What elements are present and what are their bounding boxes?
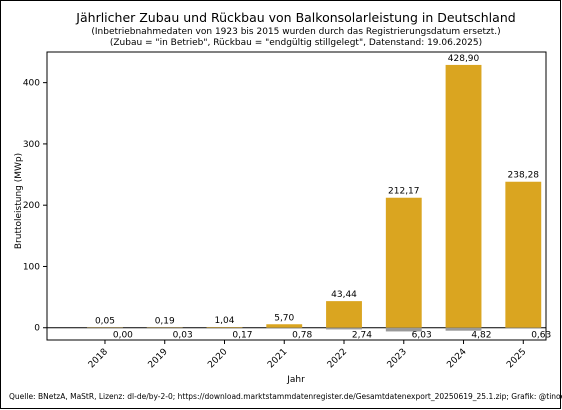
x-axis-label: Jahr [286, 375, 305, 385]
x-tick-label-2021: 2021 [266, 347, 289, 370]
x-tick-label-2023: 2023 [386, 347, 409, 370]
bar-label-rueckbau-2023: 6,03 [412, 331, 432, 341]
bar-label-rueckbau-2025: 0,63 [531, 331, 551, 341]
bar-label-rueckbau-2020: 0,17 [232, 331, 252, 341]
x-tick-label-2022: 2022 [326, 347, 349, 370]
x-tick-label-2018: 2018 [87, 347, 110, 370]
chart-subtitle-line-2: (Zubau = "in Betrieb", Rückbau = "endgül… [110, 38, 482, 48]
y-tick-label: 300 [23, 140, 40, 150]
y-tick-label: 400 [23, 79, 40, 89]
y-tick-label: 0 [34, 324, 40, 334]
y-axis-label: Bruttoleistung (MWp) [14, 153, 24, 249]
bar-rueckbau-2022 [326, 327, 362, 330]
bar-zubau-2022 [326, 301, 362, 328]
bar-zubau-2020 [206, 327, 243, 328]
y-tick-label: 100 [23, 262, 40, 272]
bar-label-rueckbau-2022: 2,74 [352, 331, 372, 341]
bar-label-rueckbau-2018: 0,00 [113, 331, 133, 341]
bar-rueckbau-2024 [445, 327, 482, 331]
bar-label-zubau-2018: 0,05 [95, 316, 115, 326]
y-tick-label: 200 [23, 201, 40, 211]
chart-title: Jährlicher Zubau und Rückbau von Balkons… [75, 10, 515, 25]
bar-label-zubau-2019: 0,19 [155, 316, 175, 326]
bar-label-zubau-2024: 428,90 [448, 54, 480, 64]
x-tick-label-2024: 2024 [445, 347, 468, 370]
bar-rueckbau-2023 [385, 327, 422, 332]
bar-label-rueckbau-2021: 0,78 [292, 331, 312, 341]
x-tick-label-2019: 2019 [147, 347, 170, 370]
bar-zubau-2021 [266, 324, 303, 328]
bar-label-zubau-2022: 43,44 [331, 290, 357, 300]
chart-subtitle-line-1: (Inbetriebnahmedaten von 1923 bis 2015 w… [91, 27, 500, 37]
bar-label-zubau-2021: 5,70 [274, 313, 294, 323]
source-note: Quelle: BNetzA, MaStR, Lizenz: dl-de/by-… [9, 392, 562, 401]
bar-label-zubau-2023: 212,17 [388, 187, 420, 197]
bar-zubau-2024 [445, 64, 482, 328]
bar-label-zubau-2020: 1,04 [214, 316, 234, 326]
bar-label-rueckbau-2024: 4,82 [471, 331, 491, 341]
x-tick-label-2020: 2020 [206, 347, 229, 370]
bar-zubau-2023 [385, 197, 422, 328]
bar-label-rueckbau-2019: 0,03 [173, 331, 193, 341]
x-tick-label-2025: 2025 [505, 347, 528, 370]
plot-frame [46, 51, 547, 341]
bar-label-zubau-2025: 238,28 [508, 171, 540, 181]
bar-zubau-2025 [505, 181, 542, 328]
